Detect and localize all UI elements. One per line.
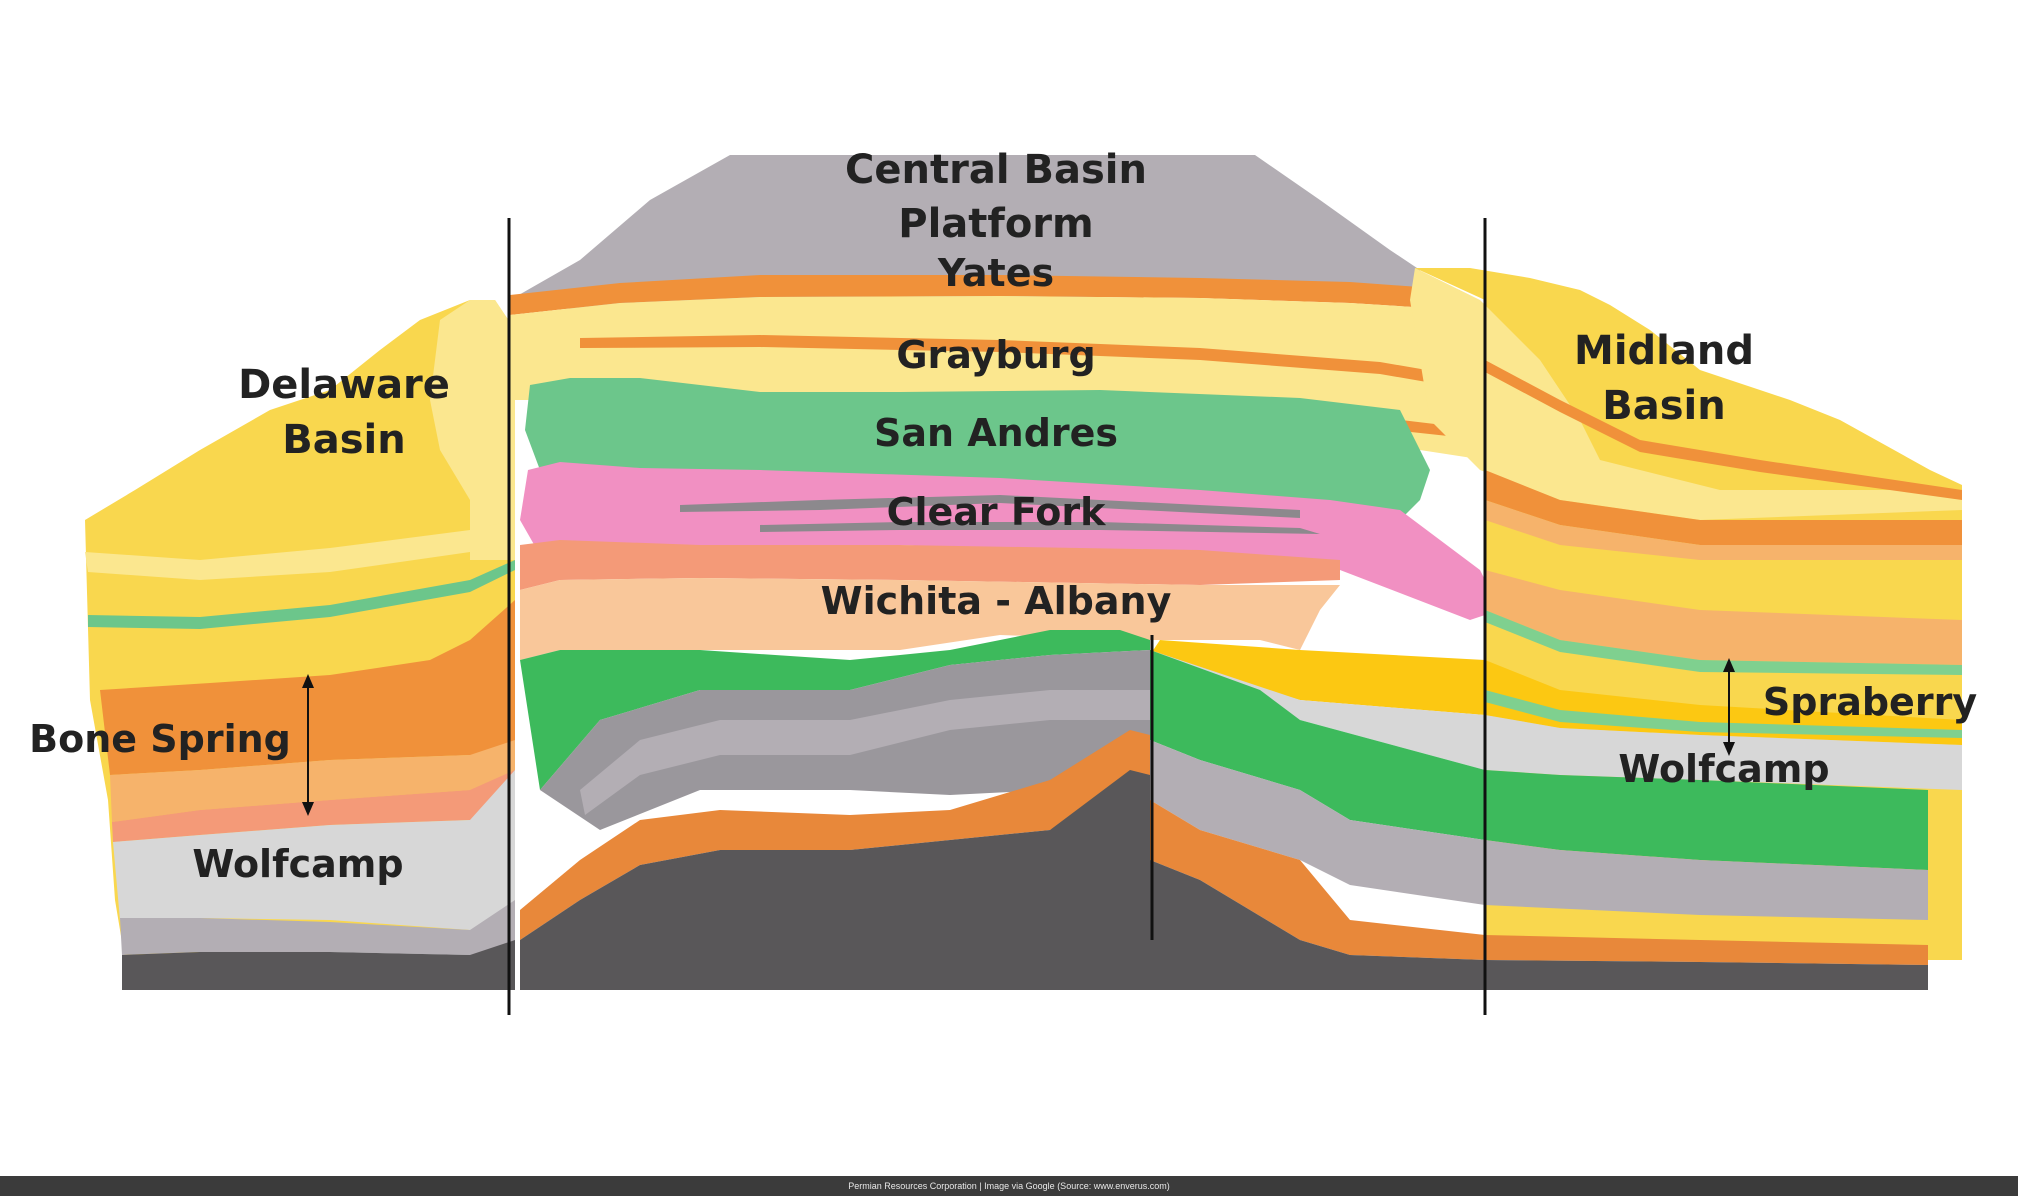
midland-light-yellow-wedge xyxy=(1410,268,1962,520)
delaware-mid-gray-band xyxy=(120,900,515,960)
grayburg-orange-line1 xyxy=(580,335,1485,392)
midland-light-orange-band2 xyxy=(1485,570,1962,665)
clear-fork-gray-streak1 xyxy=(680,495,1300,518)
clear-fork-pink xyxy=(520,462,1500,620)
central-bright-green xyxy=(520,630,1150,790)
midland-basin-label-line2: Basin xyxy=(1602,383,1725,429)
grayburg-label: Grayburg xyxy=(896,333,1095,377)
spraberry-thickness-arrow xyxy=(1723,658,1735,756)
midland-light-orange-band xyxy=(1485,500,1962,560)
central-basin-platform-label-line1: Central Basin xyxy=(845,147,1147,193)
midland-mid-gray xyxy=(1150,740,1928,920)
yates-orange-band xyxy=(510,275,1460,315)
midland-orange-lower xyxy=(1150,800,1928,965)
midland-green-thin1 xyxy=(1485,610,1962,675)
delaware-dark-basement xyxy=(122,940,515,990)
wichita-albany-label: Wichita - Albany xyxy=(821,579,1172,623)
central-orange-lower xyxy=(520,730,1150,940)
central-gray-cap xyxy=(510,155,1420,310)
image-credit-footer: Permian Resources Corporation | Image vi… xyxy=(0,1176,2018,1196)
delaware-green-band xyxy=(88,560,515,629)
clear-fork-gray-streak2 xyxy=(760,522,1320,534)
wichita-salmon xyxy=(520,540,1340,590)
midland-gold-band xyxy=(1150,640,1962,745)
midland-basin-label-line1: Midland xyxy=(1574,328,1754,374)
central-dark-basement xyxy=(520,770,1150,990)
central-light-gray-band xyxy=(580,690,1150,815)
delaware-salmon-band xyxy=(112,770,515,842)
bone-spring-label: Bone Spring xyxy=(29,717,291,761)
spraberry-label: Spraberry xyxy=(1763,680,1977,724)
bone-spring-thickness-arrow xyxy=(302,674,314,816)
delaware-light-band xyxy=(85,520,515,580)
delaware-basin-label-line1: Delaware xyxy=(238,362,450,408)
clear-fork-label: Clear Fork xyxy=(887,490,1107,534)
delaware-light-orange-band xyxy=(110,740,515,822)
wolfcamp-left-label: Wolfcamp xyxy=(192,842,403,886)
delaware-basin-label-line2: Basin xyxy=(282,417,405,463)
central-platform-section xyxy=(510,155,1500,990)
yates-label: Yates xyxy=(937,251,1054,295)
midland-bright-green xyxy=(1150,650,1928,870)
midland-wolfcamp-light-gray xyxy=(1150,650,1962,790)
san-andres-green xyxy=(525,378,1430,525)
delaware-light-yellow-wedge xyxy=(430,300,515,560)
central-basin-platform-label-line2: Platform xyxy=(898,201,1093,247)
midland-orange-band1 xyxy=(1485,360,1962,500)
midland-orange-band2 xyxy=(1485,470,1962,545)
wolfcamp-right-label: Wolfcamp xyxy=(1618,747,1829,791)
midland-green-thin2 xyxy=(1485,690,1962,738)
midland-basin-section xyxy=(1150,268,1962,990)
delaware-wolfcamp-light-gray xyxy=(113,770,515,930)
midland-dark-basement xyxy=(1150,860,1928,990)
san-andres-label: San Andres xyxy=(874,411,1118,455)
